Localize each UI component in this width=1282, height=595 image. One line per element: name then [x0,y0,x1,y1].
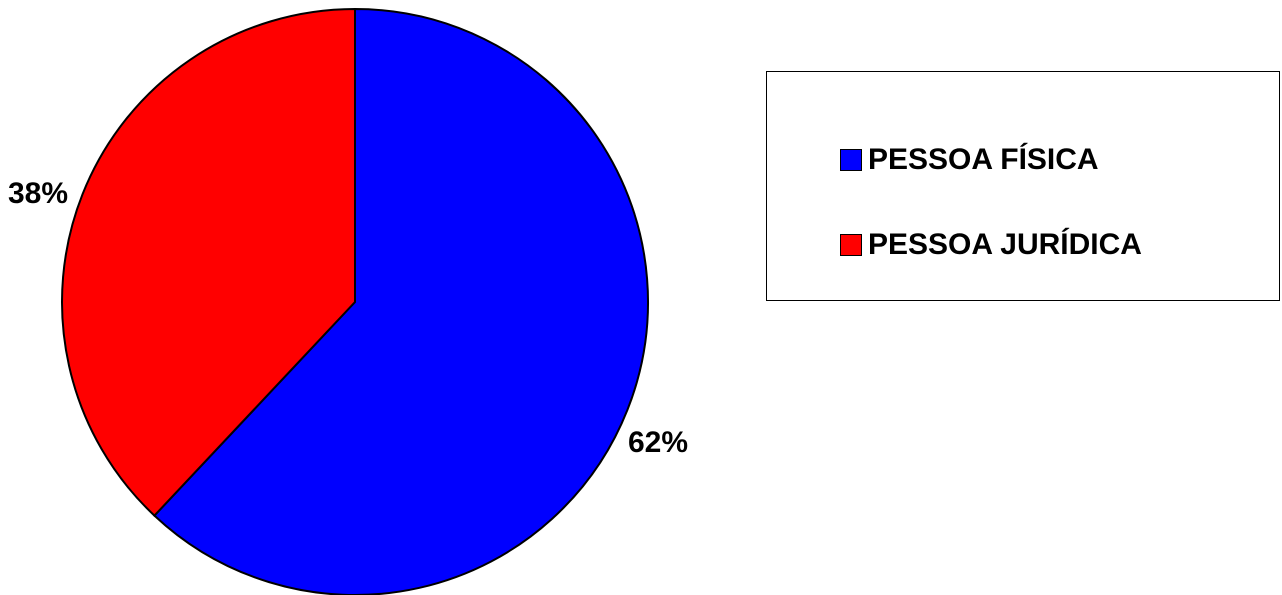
data-label-pessoa-fisica: 62% [628,426,688,459]
legend-swatch-blue [840,149,862,171]
data-label-pessoa-juridica: 38% [8,177,68,210]
legend-label: PESSOA FÍSICA [868,143,1099,176]
legend-label: PESSOA JURÍDICA [868,228,1142,261]
pie-slice-pessoa-juridica [61,7,356,518]
pie-slices [61,7,649,595]
legend: PESSOA FÍSICA PESSOA JURÍDICA [766,71,1280,301]
legend-swatch-red [840,234,862,256]
legend-item-pessoa-juridica: PESSOA JURÍDICA [840,228,1142,262]
legend-item-pessoa-fisica: PESSOA FÍSICA [840,143,1099,177]
pie-slice-pessoa-fisica [153,7,649,595]
